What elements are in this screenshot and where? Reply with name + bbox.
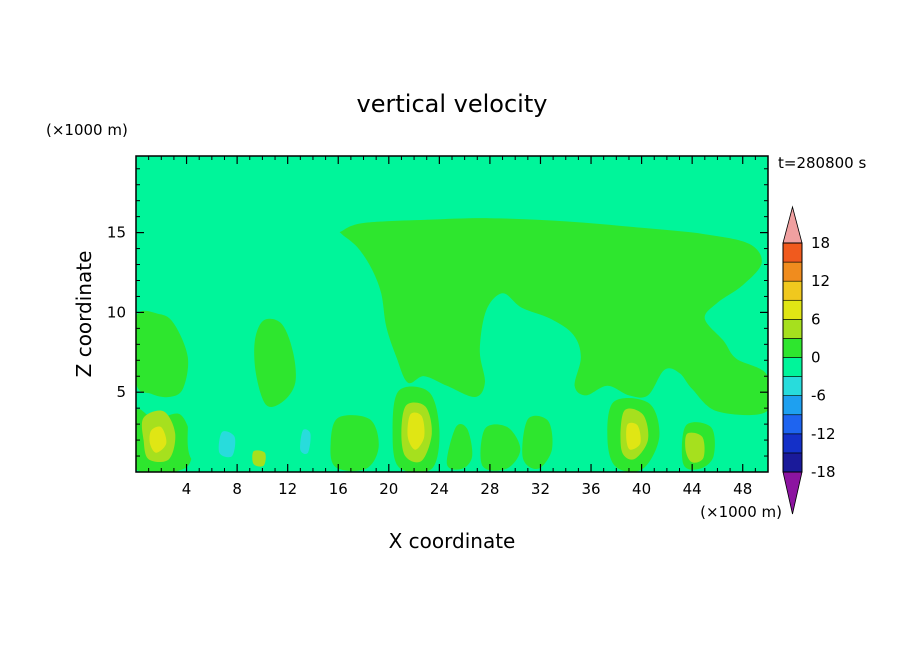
colorbar-swatch [782,433,803,454]
chart-title: vertical velocity [357,90,548,118]
colorbar-swatch [782,242,803,263]
time-label: t=280800 s [778,154,866,172]
colorbar-tick-label: 6 [811,310,821,328]
contour-region [300,429,311,455]
x-tick-label: 12 [278,480,297,498]
contour-region [254,318,296,407]
contour-region [252,450,266,467]
y-tick-label: 15 [107,224,126,242]
x-tick-label: 4 [182,480,192,498]
y-axis: 5 10 15 [107,168,768,457]
x-tick-label: 28 [480,480,499,498]
contour-region [339,218,768,416]
colorbar-swatch [782,338,803,358]
colorbar-swatch [782,261,803,282]
colorbar-tick-label: 12 [811,272,830,290]
colorbar-tick-label: 0 [811,349,821,367]
colorbar: 18 12 6 0 -6 -12 -18 [782,205,836,515]
x-tick-label: 24 [430,480,449,498]
x-axis: 4 8 12 16 20 24 28 32 36 40 44 48 [148,156,756,498]
colorbar-swatch [782,280,803,301]
x-tick-label: 48 [733,480,752,498]
colorbar-extend-low [782,471,803,515]
x-tick-label: 40 [632,480,651,498]
x-tick-label: 8 [232,480,242,498]
colorbar-swatch [782,319,803,339]
contour-region [218,431,236,458]
colorbar-swatch [782,376,803,396]
contour-region [480,424,521,471]
x-axis-label: X coordinate [389,529,516,553]
contour-region [136,310,189,398]
contour-region [149,426,167,453]
y-tick-label: 10 [107,303,126,321]
contour-region [330,415,379,471]
colorbar-swatch [782,414,803,435]
contour-region [446,423,473,470]
colorbar-tick-label: -12 [811,425,836,443]
y-unit-label: (×1000 m) [46,121,128,139]
contour-region [626,422,641,450]
contour-region [715,430,759,468]
x-tick-label: 36 [581,480,600,498]
contour-region [685,432,705,463]
colorbar-tick-label: -18 [811,463,836,481]
colorbar-swatch [782,299,803,320]
x-unit-label: (×1000 m) [700,503,782,521]
contour-region [407,412,425,450]
colorbar-swatch [782,395,803,416]
colorbar-extend-high [782,205,803,244]
x-tick-label: 44 [683,480,702,498]
colorbar-tick-label: -6 [811,387,826,405]
colorbar-swatch [782,452,803,473]
colorbar-swatch [782,357,803,377]
colorbar-frame [782,242,803,473]
x-tick-label: 16 [329,480,348,498]
x-tick-label: 20 [379,480,398,498]
x-tick-label: 32 [531,480,550,498]
y-axis-label: Z coordinate [72,251,96,378]
contour-regions [136,218,768,472]
colorbar-tick-label: 18 [811,234,830,252]
y-tick-label: 5 [116,383,126,401]
contour-region [522,415,553,470]
